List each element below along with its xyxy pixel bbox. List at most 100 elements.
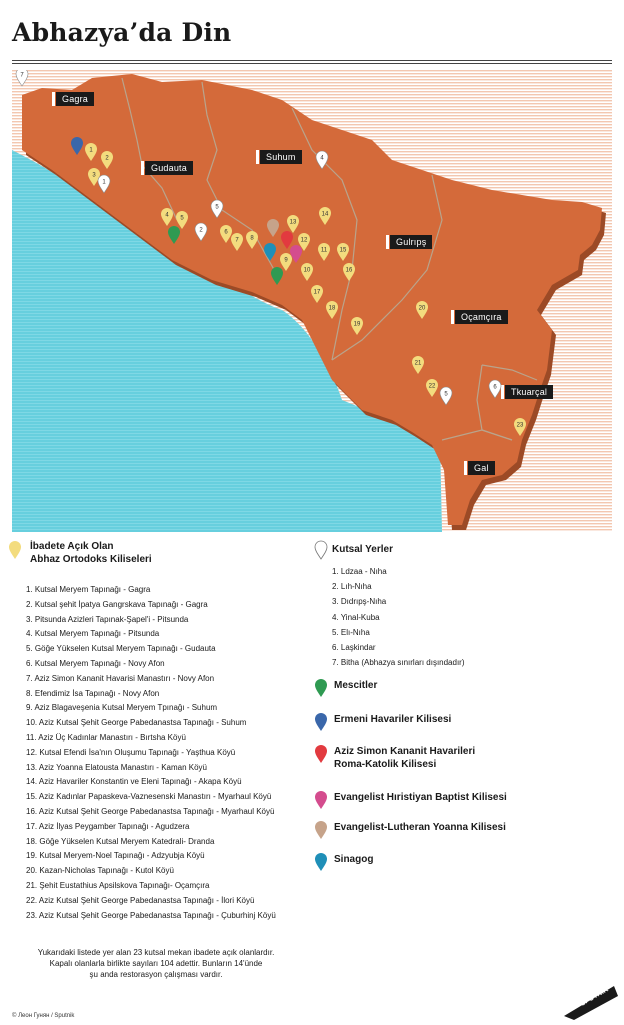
sacred-pin-icon: [314, 540, 328, 560]
sputnik-logo-mark: SPUTNIK: [564, 986, 618, 1020]
map-svg: [12, 70, 612, 532]
category-label: Sinagog: [334, 854, 374, 865]
map-pin-number: 16: [346, 268, 353, 274]
category-label: Mescitler: [334, 680, 378, 691]
orthodox-list-item: 6. Kutsal Meryem Tapınağı - Novy Afon: [26, 658, 165, 668]
title-rule-top: [12, 60, 612, 61]
orthodox-list-item: 3. Pitsunda Azizleri Tapınak-Şapel'i - P…: [26, 614, 189, 624]
map-pin-number: 10: [304, 268, 311, 274]
map-pin-number: 1: [102, 180, 106, 186]
map-pin-icon: 4: [161, 208, 173, 226]
map-pin-icon: [168, 226, 180, 244]
orthodox-pin-icon: [9, 541, 21, 559]
region-label-suhum: Suhum: [256, 150, 302, 164]
map-pin-icon: 2: [194, 222, 208, 242]
map-pin-number: 15: [340, 248, 347, 254]
sacred-list-item: 3. Dıdrıpş-Nıha: [332, 597, 387, 607]
page-title: Abhazya’da Din: [12, 18, 232, 47]
orthodox-list: 1. Kutsal Meryem Tapınağı - Gagra 2. Kuts…: [26, 583, 276, 923]
orthodox-list-item: 10. Aziz Kutsal Şehit George Pabedanasts…: [26, 718, 247, 728]
category-pin-icon: [315, 745, 327, 763]
map-pin-icon: 16: [343, 263, 355, 281]
map-pin-number: 3: [92, 173, 96, 179]
map-pin-number: 5: [444, 392, 448, 398]
map-pin-number: 8: [250, 236, 254, 242]
black-sea: [12, 150, 442, 532]
orthodox-list-item: 15. Aziz Kadınlar Papaskeva-Vaznesenski …: [26, 792, 272, 802]
category-pin-icon: [315, 853, 327, 871]
map-pin-icon: 23: [514, 418, 526, 436]
orthodox-list-item: 21. Şehit Eustathius Apsilskova Tapınağı…: [26, 880, 210, 890]
title-rule-bottom: [12, 63, 612, 64]
map-pin-icon: 4: [315, 150, 329, 170]
map-pin-icon: 10: [301, 263, 313, 281]
orthodox-list-item: 17. Aziz İlyas Peygamber Tapınağı - Agud…: [26, 821, 190, 831]
map-pin-icon: 9: [280, 253, 292, 271]
sacred-list: 1. Ldzaa - Nıha 2. Lıh-Nıha 3. Dıdrıpş-Nıh…: [332, 564, 465, 670]
map-pin-number: 9: [284, 258, 288, 264]
orthodox-list-item: 11. Aziz Üç Kadınlar Manastırı - Bırtsha…: [26, 732, 186, 742]
border-gal: [441, 429, 513, 441]
orthodox-title: İbadete Açık Olan Abhaz Ortodoks Kilisel…: [30, 541, 152, 565]
border-gagra-gudauta: [121, 77, 178, 221]
map-pin-number: 11: [321, 248, 328, 254]
map-pin-number: 7: [20, 73, 24, 79]
map-pin-icon: 3: [88, 168, 100, 186]
map-pin-number: 20: [419, 306, 426, 312]
orthodox-list-item: 8. Efendimiz İsa Tapınağı - Novy Afon: [26, 688, 160, 698]
sacred-list-item: 1. Ldzaa - Nıha: [332, 567, 387, 576]
orthodox-list-item: 12. Kutsal Efendi İsa'nın Oluşumu Tapına…: [26, 747, 236, 757]
category-label: Evangelist Hıristiyan Baptist Kilisesi: [334, 792, 507, 803]
map-pin-number: 23: [517, 423, 524, 429]
region-label-gagra: Gagra: [51, 92, 95, 106]
map-pin-icon: [267, 219, 279, 237]
footnote: Yukarıdaki listede yer alan 23 kutsal me…: [37, 948, 275, 979]
map-pin-icon: [271, 267, 283, 285]
orthodox-list-item: 7. Aziz Simon Kananit Havarisi Manastırı…: [26, 673, 215, 683]
map-pin-number: 2: [199, 228, 203, 234]
map-pin-number: 22: [429, 384, 436, 390]
credit: © Леон Гунян / Sputnik: [12, 1013, 75, 1019]
category-pin-icon: [315, 713, 327, 731]
orthodox-list-item: 1. Kutsal Meryem Tapınağı - Gagra: [26, 585, 151, 594]
category-label: Evangelist-Lutheran Yoanna Kilisesi: [334, 822, 506, 833]
orthodox-list-item: 18. Göğe Yükselen Kutsal Meryem Katedral…: [26, 836, 215, 846]
map-pin-icon: 8: [246, 231, 258, 249]
map-pin-icon: 6: [488, 379, 502, 399]
map-pin-icon: [264, 243, 276, 261]
border-suhum-gulrips: [291, 107, 358, 361]
region-borders: [121, 77, 538, 441]
map-pin-icon: 2: [101, 151, 113, 169]
orthodox-list-item: 13. Aziz Yoanna Elatousta Manastırı - Ka…: [26, 762, 207, 772]
orthodox-list-item: 22. Aziz Kutsal Şehit George Pabedanasts…: [26, 895, 255, 905]
map-pin-icon: [71, 137, 83, 155]
category-pin-icon: [315, 821, 327, 839]
category-pin-icon: [315, 791, 327, 809]
map-pin-icon: 17: [311, 285, 323, 303]
map-pin-number: 12: [301, 238, 308, 244]
map-pin-number: 18: [329, 306, 336, 312]
map-pin-number: 5: [180, 216, 184, 222]
category-pin-icon: [315, 679, 327, 697]
abkhazia-land: [22, 74, 602, 525]
map-pin-icon: 20: [416, 301, 428, 319]
map-pin-icon: 7: [15, 70, 29, 87]
map-pin-icon: 18: [326, 301, 338, 319]
sacred-list-item: 6. Laşkindar: [332, 642, 376, 652]
map-pin-number: 2: [105, 156, 109, 162]
map-pin-number: 19: [354, 322, 361, 328]
region-label-gal: Gal: [464, 461, 495, 475]
map-pin-icon: 15: [337, 243, 349, 261]
orthodox-list-item: 14. Aziz Havariler Konstantin ve Eleni T…: [26, 777, 242, 787]
orthodox-list-item: 23. Aziz Kutsal Şehit George Pabedanasts…: [26, 910, 276, 920]
map-pin-number: 7: [235, 238, 239, 244]
map-pin-icon: 12: [298, 233, 310, 251]
map-pin-number: 1: [89, 148, 93, 154]
orthodox-list-item: 16. Aziz Kutsal Şehit George Pabedanasts…: [26, 806, 275, 816]
map-pin-icon: 19: [351, 317, 363, 335]
map-pin-icon: 22: [426, 379, 438, 397]
orthodox-list-item: 20. Kazan-Nicholas Tapınağı - Kutol Köyü: [26, 866, 174, 876]
map-pin-number: 5: [215, 205, 219, 211]
sacred-title: Kutsal Yerler: [332, 544, 393, 555]
